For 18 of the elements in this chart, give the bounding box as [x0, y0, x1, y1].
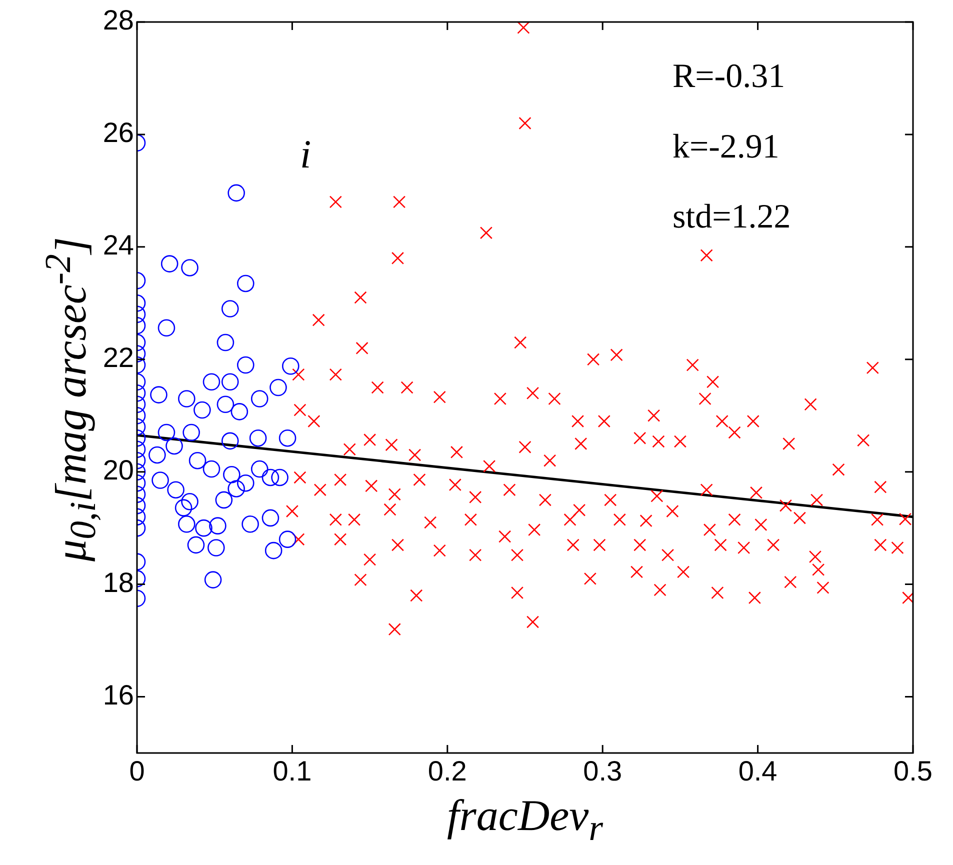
y-tick-label: 20 — [102, 454, 134, 486]
x-axis-title: fracDev$_{r}$ — [446, 790, 604, 849]
x-tick-label: 0.1 — [272, 756, 312, 787]
annotation: R=-0.31 — [672, 58, 786, 96]
x-tick-label: 0.4 — [738, 756, 778, 787]
y-tick-label: 22 — [102, 342, 134, 374]
y-tick-label: 26 — [102, 117, 134, 148]
y-tick-label: 16 — [102, 679, 134, 710]
y-tick-label: 18 — [102, 567, 134, 598]
annotation: std=1.22 — [672, 198, 791, 236]
x-tick-label: 0.2 — [428, 756, 467, 787]
x-tick-label: 0.5 — [894, 756, 932, 787]
annotation: k=-2.91 — [672, 128, 780, 166]
annotation: i — [300, 131, 312, 176]
y-tick-label: 24 — [102, 230, 134, 261]
x-tick-label: 0 — [129, 756, 145, 787]
y-tick-label: 28 — [102, 4, 134, 36]
x-tick-label: 0.3 — [583, 756, 622, 787]
